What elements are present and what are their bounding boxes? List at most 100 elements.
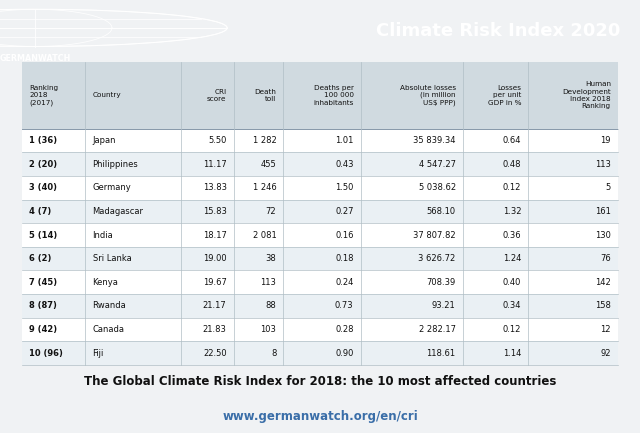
Text: 113: 113 bbox=[595, 160, 611, 168]
Text: 1 282: 1 282 bbox=[253, 136, 276, 145]
Text: 19: 19 bbox=[600, 136, 611, 145]
Text: Losses
per unit
GDP in %: Losses per unit GDP in % bbox=[488, 85, 521, 106]
FancyBboxPatch shape bbox=[22, 176, 618, 200]
Text: Fiji: Fiji bbox=[93, 349, 104, 358]
Text: 3 626.72: 3 626.72 bbox=[419, 254, 456, 263]
FancyBboxPatch shape bbox=[22, 223, 618, 247]
FancyBboxPatch shape bbox=[22, 294, 618, 318]
Text: CRI
score: CRI score bbox=[207, 89, 227, 102]
Text: 35 839.34: 35 839.34 bbox=[413, 136, 456, 145]
Text: 5 038.62: 5 038.62 bbox=[419, 183, 456, 192]
Text: 118.61: 118.61 bbox=[426, 349, 456, 358]
Text: 13.83: 13.83 bbox=[203, 183, 227, 192]
Text: 1.50: 1.50 bbox=[335, 183, 353, 192]
Text: Canada: Canada bbox=[93, 325, 125, 334]
Text: 0.48: 0.48 bbox=[502, 160, 521, 168]
Text: 19.67: 19.67 bbox=[203, 278, 227, 287]
Text: 6 (2): 6 (2) bbox=[29, 254, 52, 263]
Text: 5 (14): 5 (14) bbox=[29, 230, 58, 239]
Text: Kenya: Kenya bbox=[93, 278, 118, 287]
Text: 7 (45): 7 (45) bbox=[29, 278, 57, 287]
Text: 93.21: 93.21 bbox=[432, 301, 456, 310]
Text: 11.17: 11.17 bbox=[203, 160, 227, 168]
FancyBboxPatch shape bbox=[22, 271, 618, 294]
Text: The Global Climate Risk Index for 2018: the 10 most affected countries: The Global Climate Risk Index for 2018: … bbox=[84, 375, 556, 388]
Text: 2 282.17: 2 282.17 bbox=[419, 325, 456, 334]
Text: 0.64: 0.64 bbox=[502, 136, 521, 145]
Text: 76: 76 bbox=[600, 254, 611, 263]
Text: 38: 38 bbox=[266, 254, 276, 263]
Text: 4 (7): 4 (7) bbox=[29, 207, 51, 216]
Text: 113: 113 bbox=[260, 278, 276, 287]
Text: 130: 130 bbox=[595, 230, 611, 239]
Text: 161: 161 bbox=[595, 207, 611, 216]
Text: 1.24: 1.24 bbox=[503, 254, 521, 263]
Text: www.germanwatch.org/en/cri: www.germanwatch.org/en/cri bbox=[222, 410, 418, 423]
Text: 0.43: 0.43 bbox=[335, 160, 353, 168]
Text: Country: Country bbox=[93, 92, 121, 98]
Text: Ranking
2018
(2017): Ranking 2018 (2017) bbox=[29, 85, 58, 106]
Text: 3 (40): 3 (40) bbox=[29, 183, 57, 192]
Text: 2 081: 2 081 bbox=[253, 230, 276, 239]
Text: 15.83: 15.83 bbox=[203, 207, 227, 216]
Text: 455: 455 bbox=[260, 160, 276, 168]
Text: 8 (87): 8 (87) bbox=[29, 301, 57, 310]
Text: 0.40: 0.40 bbox=[503, 278, 521, 287]
Text: 142: 142 bbox=[595, 278, 611, 287]
Text: 21.17: 21.17 bbox=[203, 301, 227, 310]
Text: Sri Lanka: Sri Lanka bbox=[93, 254, 131, 263]
FancyBboxPatch shape bbox=[22, 200, 618, 223]
Text: 103: 103 bbox=[260, 325, 276, 334]
Text: 92: 92 bbox=[600, 349, 611, 358]
Text: Death
toll: Death toll bbox=[255, 89, 276, 102]
Text: 19.00: 19.00 bbox=[203, 254, 227, 263]
FancyBboxPatch shape bbox=[22, 129, 618, 152]
Text: 708.39: 708.39 bbox=[426, 278, 456, 287]
Text: 8: 8 bbox=[271, 349, 276, 358]
Text: 1 246: 1 246 bbox=[253, 183, 276, 192]
Text: 9 (42): 9 (42) bbox=[29, 325, 57, 334]
Text: Absolute losses
(in million
US$ PPP): Absolute losses (in million US$ PPP) bbox=[399, 84, 456, 106]
Text: 2 (20): 2 (20) bbox=[29, 160, 57, 168]
Text: 0.34: 0.34 bbox=[502, 301, 521, 310]
Text: 0.28: 0.28 bbox=[335, 325, 353, 334]
Text: 0.73: 0.73 bbox=[335, 301, 353, 310]
Text: Philippines: Philippines bbox=[93, 160, 138, 168]
Text: 72: 72 bbox=[266, 207, 276, 216]
Text: 568.10: 568.10 bbox=[426, 207, 456, 216]
Text: 21.83: 21.83 bbox=[203, 325, 227, 334]
Text: 0.24: 0.24 bbox=[335, 278, 353, 287]
Text: Japan: Japan bbox=[93, 136, 116, 145]
Text: 1.01: 1.01 bbox=[335, 136, 353, 145]
Text: 5.50: 5.50 bbox=[208, 136, 227, 145]
FancyBboxPatch shape bbox=[22, 62, 618, 129]
Text: 0.36: 0.36 bbox=[502, 230, 521, 239]
Text: Deaths per
100 000
inhabitants: Deaths per 100 000 inhabitants bbox=[313, 85, 353, 106]
FancyBboxPatch shape bbox=[22, 152, 618, 176]
Text: 0.12: 0.12 bbox=[503, 325, 521, 334]
Text: 88: 88 bbox=[266, 301, 276, 310]
FancyBboxPatch shape bbox=[22, 341, 618, 365]
Text: 0.90: 0.90 bbox=[335, 349, 353, 358]
Text: Rwanda: Rwanda bbox=[93, 301, 126, 310]
Text: 1 (36): 1 (36) bbox=[29, 136, 57, 145]
Text: 0.12: 0.12 bbox=[503, 183, 521, 192]
Text: 4 547.27: 4 547.27 bbox=[419, 160, 456, 168]
Text: 12: 12 bbox=[600, 325, 611, 334]
Text: Climate Risk Index 2020: Climate Risk Index 2020 bbox=[376, 22, 621, 40]
Text: 1.32: 1.32 bbox=[502, 207, 521, 216]
Text: 37 807.82: 37 807.82 bbox=[413, 230, 456, 239]
Text: Human
Development
Index 2018
Ranking: Human Development Index 2018 Ranking bbox=[562, 81, 611, 109]
Text: 1.14: 1.14 bbox=[503, 349, 521, 358]
Text: 158: 158 bbox=[595, 301, 611, 310]
Text: India: India bbox=[93, 230, 113, 239]
Text: Madagascar: Madagascar bbox=[93, 207, 143, 216]
FancyBboxPatch shape bbox=[22, 318, 618, 341]
Text: 5: 5 bbox=[605, 183, 611, 192]
FancyBboxPatch shape bbox=[22, 247, 618, 271]
Text: GERMANWATCH: GERMANWATCH bbox=[0, 54, 71, 63]
Text: 10 (96): 10 (96) bbox=[29, 349, 63, 358]
Text: 0.16: 0.16 bbox=[335, 230, 353, 239]
Text: Germany: Germany bbox=[93, 183, 131, 192]
Text: 22.50: 22.50 bbox=[203, 349, 227, 358]
